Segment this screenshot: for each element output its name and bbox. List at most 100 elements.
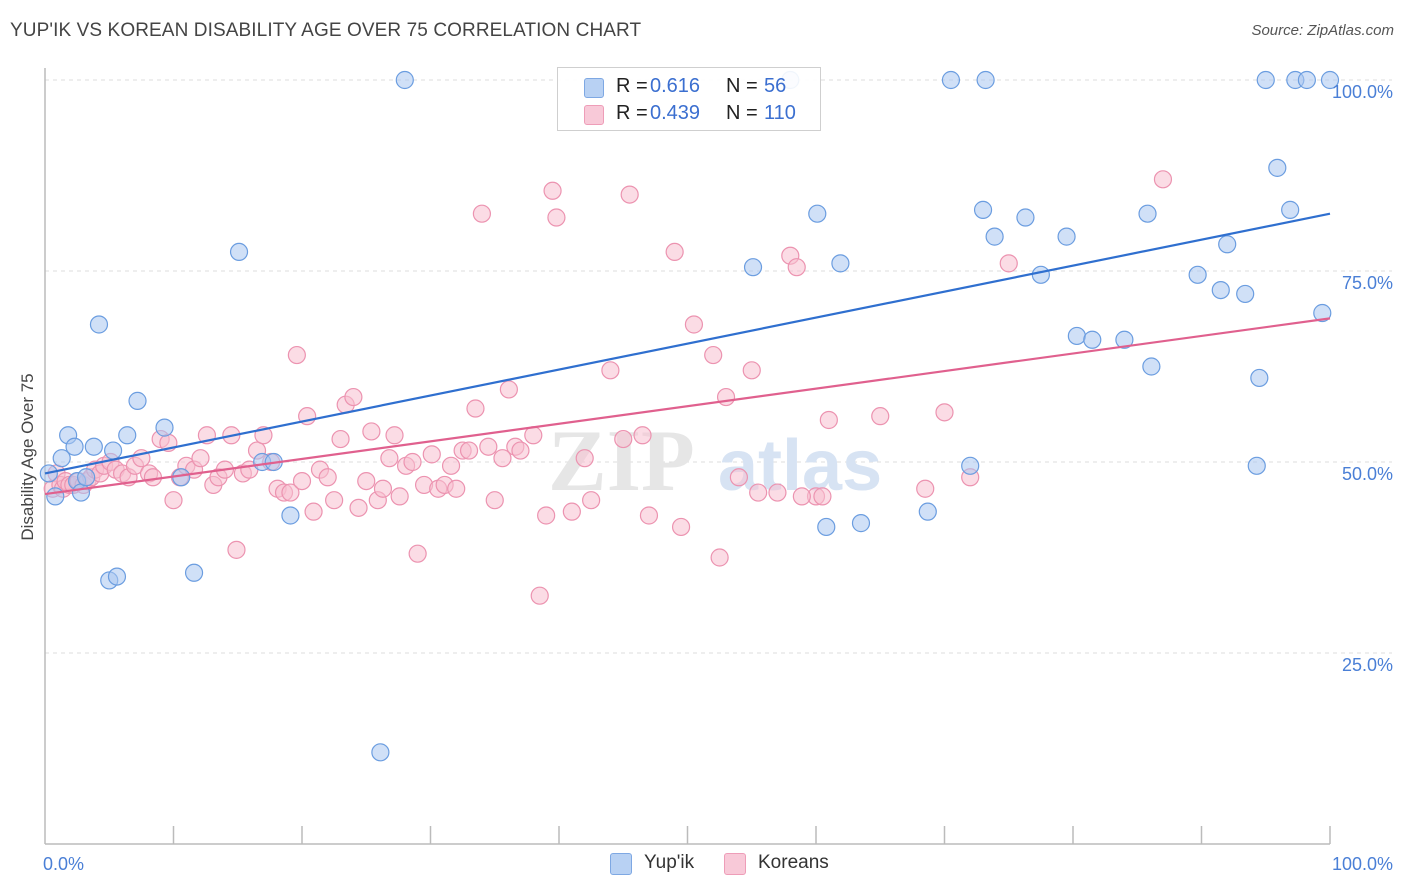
legend-n-value: 56 <box>764 75 787 97</box>
koreans-point <box>479 437 498 456</box>
koreans-point <box>999 254 1018 273</box>
koreans-point <box>493 449 512 468</box>
koreans-point <box>466 399 485 418</box>
koreans-point <box>459 441 479 460</box>
yupik-point <box>918 502 937 521</box>
koreans-trend-line <box>44 317 1331 496</box>
yupik-point <box>973 200 993 219</box>
yupik-point <box>1211 281 1230 300</box>
yupik-point <box>104 441 123 460</box>
yupik-point <box>1016 208 1035 227</box>
yupik-point <box>808 204 827 223</box>
chart-source: Source: ZipAtlas.com <box>1251 22 1394 39</box>
koreans-point <box>325 491 344 510</box>
koreans-point <box>749 483 768 502</box>
koreans-point <box>871 407 890 426</box>
yupik-point <box>46 487 65 506</box>
yupik-point <box>371 743 390 762</box>
yupik-point <box>1218 235 1237 254</box>
koreans-point <box>349 498 368 517</box>
koreans-point <box>373 479 393 498</box>
koreans-point <box>819 410 838 430</box>
koreans-point <box>671 517 691 537</box>
koreans-point <box>441 456 461 475</box>
koreans-point <box>704 345 723 365</box>
yupik-point <box>184 563 204 582</box>
koreans-point <box>547 208 566 227</box>
koreans-point <box>143 468 163 487</box>
koreans-point <box>729 468 749 487</box>
chart-title: YUP'IK VS KOREAN DISABILITY AGE OVER 75 … <box>10 20 642 41</box>
yupik-point <box>1281 200 1300 219</box>
koreans-point <box>511 441 530 460</box>
koreans-point <box>304 502 323 521</box>
yupik-point <box>985 227 1004 246</box>
koreans-point <box>362 422 381 441</box>
koreans-point <box>380 449 399 468</box>
koreans-point <box>639 506 659 525</box>
koreans-point <box>792 487 811 506</box>
legend-r-value: 0.439 <box>650 102 701 124</box>
y-tick-label: 100.0% <box>1332 82 1393 102</box>
yupik-series <box>39 70 1340 762</box>
yupik-trend-line <box>44 212 1331 475</box>
x-tick-label-right: 100.0% <box>1332 854 1393 874</box>
yupik-point <box>89 315 109 334</box>
yupik-point <box>229 242 249 261</box>
koreans-point <box>537 506 556 525</box>
koreans-point <box>408 544 427 563</box>
legend-n-label: N = <box>726 102 758 124</box>
koreans-point <box>742 361 761 380</box>
yupik-point <box>1142 357 1161 376</box>
legend-r-label: R = <box>616 102 648 124</box>
koreans-point <box>485 491 504 510</box>
koreans-point <box>665 242 684 261</box>
axis-layer <box>44 68 1331 845</box>
koreans-point <box>403 452 422 472</box>
yupik-point <box>128 391 147 410</box>
yupik-point <box>1057 227 1076 246</box>
bottom-legend-label-yupik: Yup'ik <box>644 852 695 873</box>
koreans-point <box>191 449 210 468</box>
y-tick-label: 75.0% <box>1342 273 1393 293</box>
koreans-point <box>227 540 246 559</box>
koreans-point <box>601 361 620 380</box>
yupik-point <box>1250 368 1269 388</box>
koreans-point <box>813 487 832 506</box>
koreans-point <box>292 472 312 491</box>
koreans-point <box>331 429 350 449</box>
yupik-point <box>395 70 414 90</box>
yupik-point <box>1236 284 1255 304</box>
yupik-point <box>52 449 71 468</box>
yupik-point <box>155 418 174 437</box>
koreans-point <box>684 315 704 334</box>
yupik-point <box>84 437 103 456</box>
yupik-point <box>1031 265 1050 284</box>
koreans-point <box>633 426 652 445</box>
koreans-point <box>164 491 183 510</box>
koreans-point <box>390 487 409 506</box>
yupik-point <box>65 437 84 456</box>
koreans-point <box>710 548 729 567</box>
koreans-point <box>620 185 639 204</box>
yupik-point <box>1297 70 1316 90</box>
koreans-point <box>1153 170 1173 189</box>
yupik-point <box>1138 204 1157 223</box>
koreans-point <box>716 387 736 407</box>
yupik-point <box>1247 456 1266 475</box>
legend-r-value: 0.616 <box>650 75 701 97</box>
koreans-point <box>385 426 404 445</box>
legend-r-label: R = <box>616 75 648 97</box>
trend-lines <box>44 212 1331 496</box>
bottom-legend-label-koreans: Koreans <box>758 852 829 873</box>
yupik-point <box>118 426 137 445</box>
koreans-point <box>422 445 441 464</box>
legend-n-value: 110 <box>764 102 796 124</box>
koreans-point <box>344 387 363 407</box>
yupik-point <box>1115 330 1134 349</box>
yupik-point <box>107 567 127 586</box>
koreans-point <box>582 491 601 510</box>
koreans-point <box>787 258 806 277</box>
grid-layer <box>45 79 1392 654</box>
